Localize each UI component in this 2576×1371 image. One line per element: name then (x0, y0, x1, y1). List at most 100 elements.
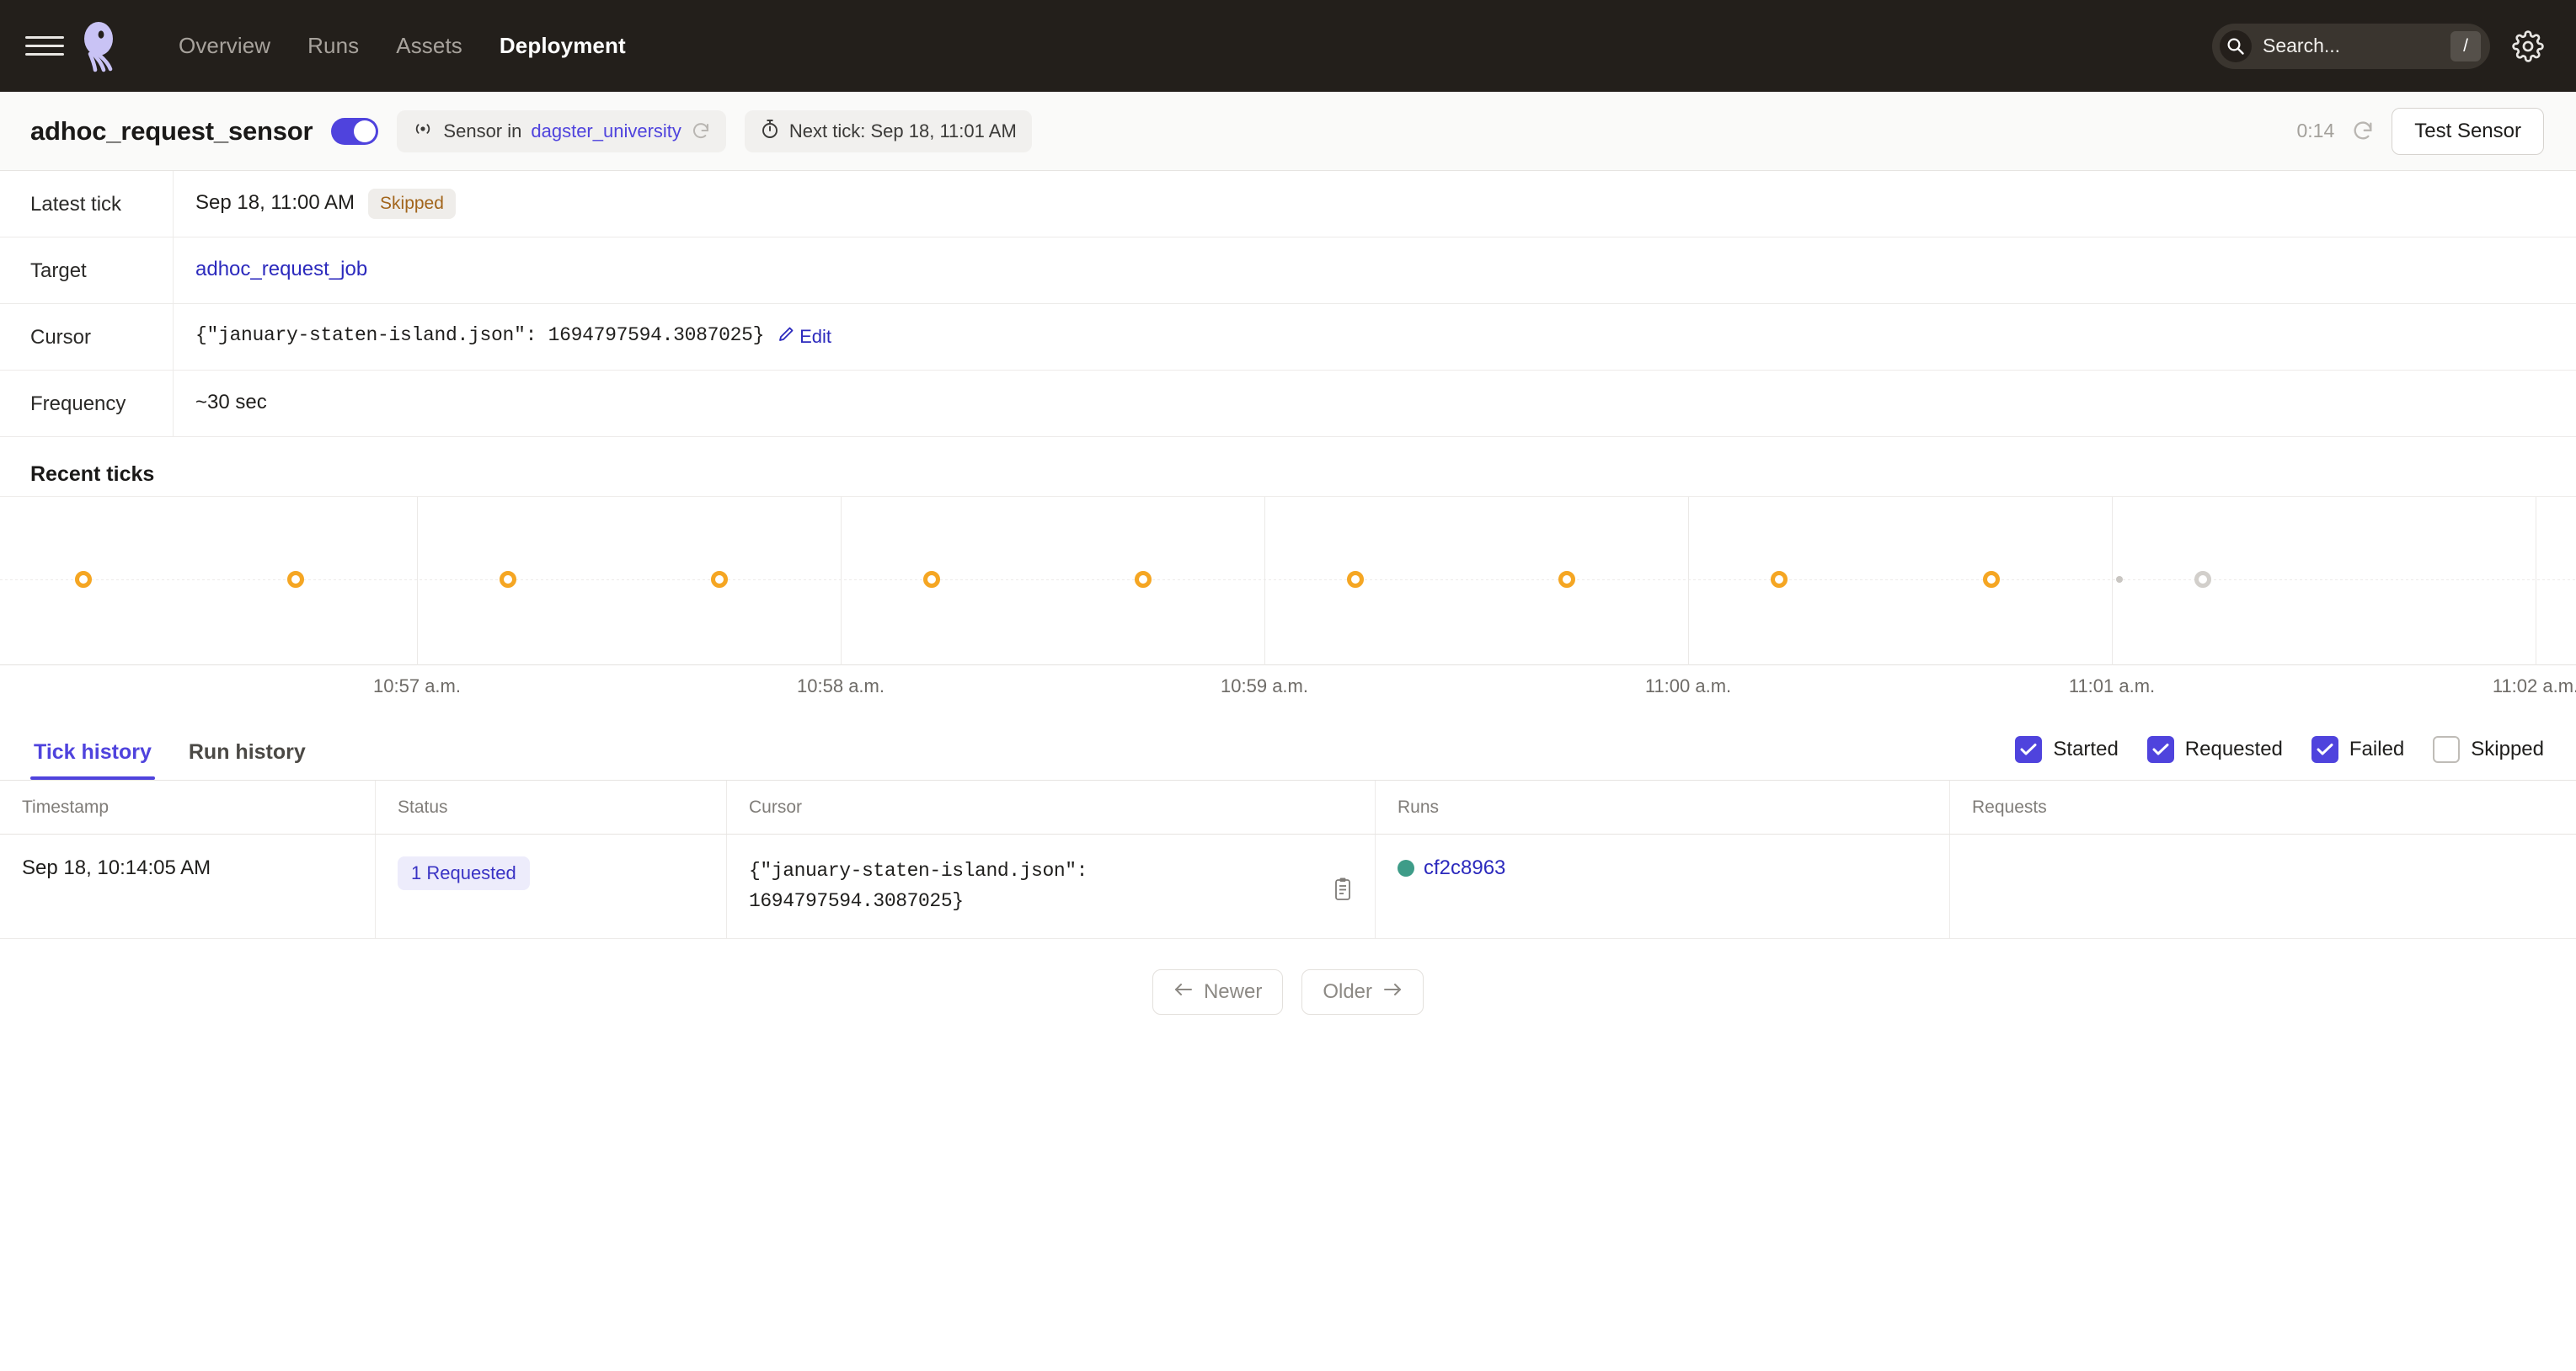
hamburger-icon[interactable] (25, 27, 64, 66)
stopwatch-icon (760, 118, 780, 145)
sensor-header-actions: 0:14 Test Sensor (2296, 92, 2544, 170)
cell-requests (1950, 835, 2576, 938)
top-navigation-bar: Overview Runs Assets Deployment Search..… (0, 0, 2576, 92)
chart-x-tick-label: 10:59 a.m. (1221, 675, 1308, 696)
chart-gridline (2112, 497, 2113, 665)
arrow-right-icon (1382, 980, 1403, 1004)
chart-x-tick-label: 10:57 a.m. (373, 675, 461, 696)
chart-gridline (1688, 497, 1689, 665)
meta-value: ~30 sec (174, 371, 2576, 436)
meta-label: Cursor (0, 304, 174, 370)
chart-tick-marker[interactable] (500, 571, 516, 588)
filter-requested[interactable]: Requested (2146, 736, 2283, 763)
tick-history-table: Timestamp Status Cursor Runs Requests Se… (0, 781, 2576, 940)
meta-label: Frequency (0, 371, 174, 436)
older-page-button[interactable]: Older (1301, 969, 1424, 1016)
chart-x-tick-label: 11:00 a.m. (1644, 675, 1732, 696)
chart-x-tick-label: 11:01 a.m. (2068, 675, 2156, 696)
nav-link-overview[interactable]: Overview (179, 33, 271, 58)
cell-timestamp: Sep 18, 10:14:05 AM (0, 835, 376, 939)
filter-failed[interactable]: Failed (2311, 736, 2404, 763)
older-label: Older (1323, 980, 1373, 1004)
run-link[interactable]: cf2c8963 (1398, 856, 1949, 880)
refresh-icon[interactable] (2351, 120, 2375, 143)
chart-tick-marker[interactable] (923, 571, 940, 588)
meta-row-frequency: Frequency ~30 sec (0, 371, 2576, 437)
meta-label: Target (0, 237, 174, 303)
newer-page-button[interactable]: Newer (1152, 969, 1284, 1016)
search-input[interactable]: Search... / (2212, 23, 2490, 69)
chart-tick-marker[interactable] (1558, 571, 1575, 588)
tab-run-history[interactable]: Run history (188, 740, 306, 764)
chart-x-axis-labels: 10:57 a.m. 10:58 a.m. 10:59 a.m. 11:00 a.m.… (0, 675, 2576, 709)
dagster-logo-icon[interactable] (76, 20, 128, 72)
chart-tick-marker[interactable] (1347, 571, 1364, 588)
next-tick-pill: Next tick: Sep 18, 11:01 AM (744, 109, 1032, 152)
refresh-countdown: 0:14 (2296, 120, 2335, 141)
sensor-location-link[interactable]: dagster_university (531, 120, 681, 141)
meta-row-latest-tick: Latest tick Sep 18, 11:00 AM Skipped (0, 171, 2576, 237)
chart-tick-marker[interactable] (75, 571, 92, 588)
status-badge[interactable]: 1 Requested (398, 856, 530, 890)
meta-value: {"january-staten-island.json": 169479759… (174, 304, 2576, 370)
sensor-header: adhoc_request_sensor Sensor in dagster_u… (0, 92, 2576, 171)
cell-cursor: {"january-staten-island.json": 169479759… (727, 835, 1376, 939)
status-badge: Skipped (368, 189, 456, 219)
target-job-link[interactable]: adhoc_request_job (195, 258, 368, 280)
nav-link-deployment[interactable]: Deployment (499, 33, 626, 58)
checkbox-checked-icon (2146, 736, 2174, 763)
clipboard-icon[interactable] (1333, 877, 1353, 902)
sensor-enable-toggle[interactable] (331, 117, 379, 145)
chart-plot-area (0, 497, 2576, 665)
chart-x-tick-label: 10:58 a.m. (797, 675, 884, 696)
chart-tick-marker[interactable] (711, 571, 728, 588)
chart-dotted-baseline (0, 579, 2576, 580)
chart-tick-marker[interactable] (287, 571, 304, 588)
history-tabs-bar: Tick history Run history Started Request… (0, 715, 2576, 781)
next-tick-label: Next tick: Sep 18, 11:01 AM (788, 120, 1017, 141)
cell-status: 1 Requested (376, 835, 727, 939)
filter-label: Started (2053, 738, 2119, 760)
edit-cursor-button[interactable]: Edit (778, 326, 831, 348)
cell-runs: cf2c8963 (1376, 835, 1950, 939)
refresh-icon[interactable] (691, 121, 711, 141)
chart-tick-marker[interactable] (2194, 571, 2211, 588)
toggle-knob (354, 120, 377, 142)
cursor-line-1: {"january-staten-island.json": (749, 860, 1088, 882)
nav-link-runs[interactable]: Runs (307, 33, 360, 58)
table-row: Sep 18, 10:14:05 AM 1 Requested {"januar… (0, 835, 2576, 940)
meta-value: Sep 18, 11:00 AM Skipped (174, 171, 2576, 237)
sensor-metadata-table: Latest tick Sep 18, 11:00 AM Skipped Tar… (0, 171, 2576, 437)
search-icon (2220, 29, 2252, 62)
chart-x-tick-label: 11:02 a.m. (2492, 675, 2576, 696)
chart-tick-marker[interactable] (2116, 576, 2123, 583)
gear-icon[interactable] (2512, 29, 2544, 62)
page-title: adhoc_request_sensor (30, 115, 313, 146)
edit-cursor-label: Edit (799, 326, 832, 347)
test-sensor-button[interactable]: Test Sensor (2392, 107, 2544, 155)
filter-label: Requested (2184, 738, 2283, 760)
recent-ticks-chart[interactable]: 10:57 a.m. 10:58 a.m. 10:59 a.m. 11:00 a.m.… (0, 496, 2576, 715)
chart-tick-marker[interactable] (1135, 571, 1152, 588)
column-header-status: Status (376, 781, 727, 834)
chart-tick-marker[interactable] (1983, 571, 2000, 588)
column-header-timestamp: Timestamp (0, 781, 376, 834)
pencil-icon (778, 326, 794, 348)
chart-gridline (841, 497, 842, 665)
meta-label: Latest tick (0, 171, 174, 237)
chart-gridline (1264, 497, 1265, 665)
search-shortcut-key: / (2450, 30, 2481, 61)
latest-tick-time: Sep 18, 11:00 AM (195, 191, 355, 214)
filter-skipped[interactable]: Skipped (2433, 736, 2544, 763)
sensor-broadcast-icon (412, 120, 434, 142)
filter-started[interactable]: Started (2015, 736, 2119, 763)
chart-tick-marker[interactable] (1771, 571, 1788, 588)
filter-label: Skipped (2471, 738, 2544, 760)
sensor-location-prefix: Sensor in (443, 120, 522, 141)
nav-link-assets[interactable]: Assets (396, 33, 462, 58)
sensor-location-pill: Sensor in dagster_university (397, 109, 726, 152)
tab-tick-history[interactable]: Tick history (30, 740, 155, 780)
run-id-label: cf2c8963 (1424, 856, 1506, 879)
checkbox-checked-icon (2015, 736, 2043, 763)
recent-ticks-heading: Recent ticks (30, 462, 155, 486)
